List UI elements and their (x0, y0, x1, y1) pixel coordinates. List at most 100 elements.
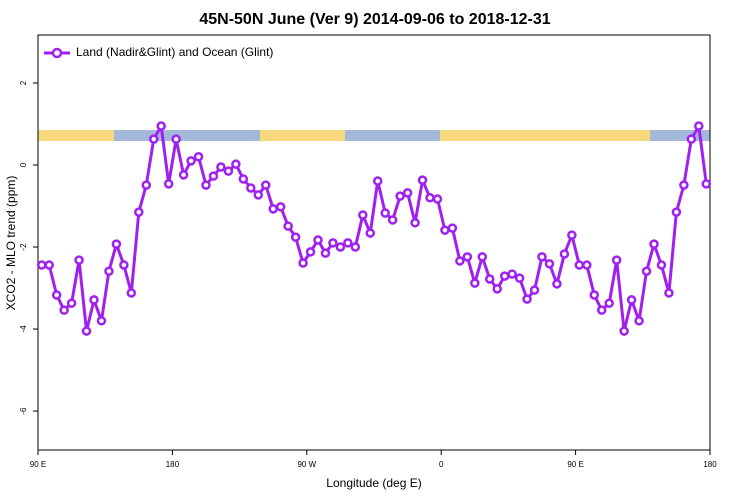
data-point (246, 183, 256, 193)
data-point (447, 223, 458, 233)
data-point (425, 193, 435, 203)
data-point (59, 305, 69, 315)
data-point (365, 228, 376, 238)
data-point (432, 194, 443, 204)
data-point (36, 260, 47, 270)
data-point (89, 295, 99, 305)
data-point (559, 249, 570, 259)
legend-label: Land (Nadir&Glint) and Ocean (Glint) (76, 45, 273, 59)
data-point (567, 230, 577, 240)
data-point (552, 279, 562, 289)
data-point (529, 285, 540, 295)
y-axis-label: XCO2 - MLO trend (ppm) (4, 176, 18, 311)
x-tick-label: 90 E (567, 460, 583, 469)
plot-frame (37, 34, 711, 451)
data-point (305, 247, 316, 257)
data-point (402, 188, 413, 198)
data-point (417, 175, 428, 185)
data-point (313, 235, 323, 245)
data-point (51, 290, 62, 300)
data-point (507, 269, 517, 279)
data-point (104, 266, 114, 276)
data-point (119, 260, 129, 270)
data-point (268, 204, 278, 214)
data-point (514, 273, 525, 283)
data-point (649, 239, 659, 249)
data-point (231, 159, 241, 169)
data-point (664, 288, 674, 298)
data-point (141, 180, 152, 190)
x-axis-label: Longitude (deg E) (326, 476, 421, 490)
data-point (134, 207, 144, 217)
y-tick-label: 2 (19, 80, 28, 85)
data-point (328, 238, 338, 248)
x-tick-label: 0 (439, 460, 444, 469)
data-point (410, 218, 420, 228)
data-point (455, 256, 465, 266)
data-point (171, 134, 181, 144)
ocean-strip (650, 130, 710, 141)
data-point (343, 238, 353, 248)
data-point (148, 134, 159, 144)
data-point (372, 176, 383, 186)
data-point (380, 208, 390, 218)
data-point (694, 121, 704, 131)
data-point (81, 326, 92, 336)
data-point (350, 242, 361, 252)
data-point (201, 180, 211, 190)
data-point (671, 207, 682, 217)
y-tick-label: -4 (19, 325, 28, 333)
data-point (74, 255, 84, 265)
data-point (701, 179, 712, 189)
data-point (462, 252, 473, 262)
data-point (253, 190, 264, 200)
data-point (440, 225, 450, 235)
y-tick-label: -6 (19, 407, 28, 415)
data-point (582, 260, 592, 270)
x-tick-label: 180 (703, 460, 717, 469)
data-point (290, 232, 301, 242)
data-point (589, 290, 600, 300)
y-tick-label: -2 (19, 243, 28, 251)
data-point (216, 162, 226, 172)
data-point (492, 284, 502, 294)
data-point (626, 295, 637, 305)
data-point (641, 266, 652, 276)
ocean-strip (345, 130, 440, 141)
data-point (544, 259, 555, 269)
ocean-strip (114, 130, 260, 141)
data-point (686, 134, 697, 144)
data-point (283, 221, 293, 231)
data-point (275, 202, 286, 212)
data-point (634, 316, 644, 326)
data-point (604, 298, 614, 308)
data-point (395, 191, 405, 201)
data-point (298, 258, 308, 268)
data-point (260, 180, 271, 190)
data-point (596, 305, 607, 315)
data-point (679, 180, 689, 190)
data-point (537, 252, 547, 262)
data-point (96, 316, 107, 326)
data-point (126, 288, 137, 298)
data-point (499, 271, 510, 281)
data-point (44, 260, 54, 270)
map-strip (38, 130, 710, 141)
data-point (223, 166, 234, 176)
legend-marker (51, 47, 63, 59)
data-point (522, 294, 532, 304)
data-point (335, 242, 346, 252)
data-point (358, 210, 368, 220)
x-tick-label: 90 W (297, 460, 316, 469)
chart-title: 45N-50N June (Ver 9) 2014-09-06 to 2018-… (199, 11, 550, 28)
data-point (238, 174, 249, 184)
data-point (574, 260, 585, 270)
data-point (163, 179, 174, 189)
data-point (477, 252, 488, 262)
x-tick-label: 180 (166, 460, 180, 469)
data-point (186, 156, 196, 166)
data-point (208, 171, 219, 181)
data-point (611, 255, 622, 265)
data-point (178, 170, 189, 180)
